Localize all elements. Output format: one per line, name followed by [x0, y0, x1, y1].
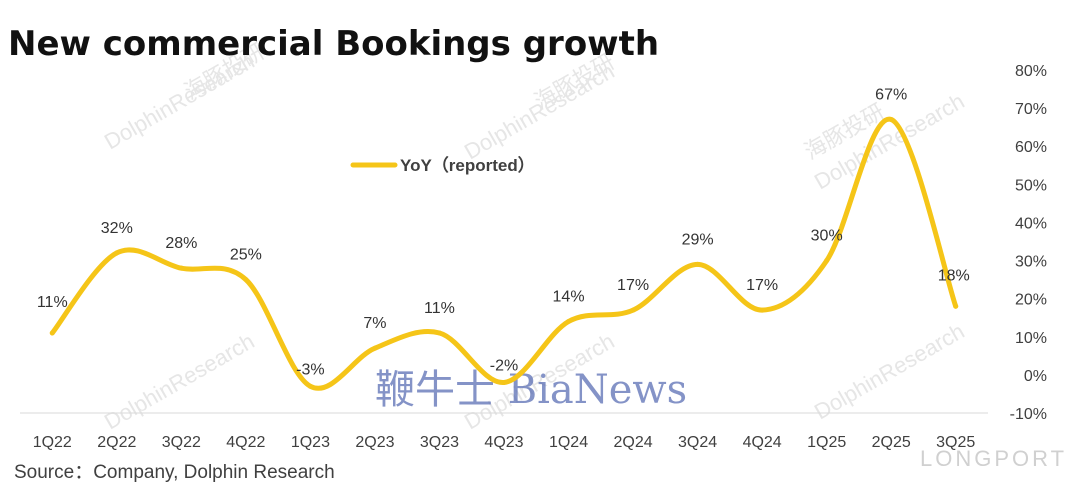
data-label: 17% [746, 277, 778, 294]
data-label: 30% [811, 228, 843, 245]
chart-title: New commercial Bookings growth [8, 24, 659, 64]
x-tick-label: 4Q23 [484, 434, 523, 451]
x-tick-label: 4Q24 [743, 434, 782, 451]
data-label: 29% [682, 231, 714, 248]
x-tick-label: 1Q24 [549, 434, 588, 451]
y-tick-label: 30% [1015, 254, 1047, 271]
legend: YoY（reported） [350, 155, 535, 175]
data-labels: 11% 32% 28% 25% -3% 7% 11% -2% 14% 17% 29% 17% 30% 67… [37, 87, 970, 379]
watermark-corner: LONGPORT [920, 446, 1067, 471]
y-tick-label: 70% [1015, 101, 1047, 118]
series-point [566, 319, 572, 325]
series-point [243, 277, 249, 283]
data-label: 25% [230, 247, 262, 264]
series-point [759, 307, 765, 313]
data-label: 18% [938, 267, 970, 284]
x-tick-label: 3Q25 [936, 434, 975, 451]
series-point [307, 383, 313, 389]
x-tick-label: 2Q24 [613, 434, 652, 451]
data-label: -2% [490, 358, 518, 375]
data-label: 11% [37, 294, 68, 311]
series-point [49, 330, 55, 336]
series-line-yoy [49, 116, 959, 391]
x-tick-label: 3Q24 [678, 434, 717, 451]
watermark-dolphin: DolphinResearch [810, 318, 969, 424]
data-label: 17% [617, 277, 649, 294]
x-tick-label: 2Q23 [355, 434, 394, 451]
data-label: 14% [553, 289, 585, 306]
y-tick-label: 80% [1015, 63, 1047, 80]
y-tick-label: -10% [1010, 406, 1047, 423]
data-label: -3% [296, 361, 324, 378]
y-tick-label: 10% [1015, 330, 1047, 347]
data-label: 32% [101, 220, 133, 237]
y-tick-label: 0% [1024, 368, 1047, 385]
x-tick-label: 2Q25 [872, 434, 911, 451]
x-tick-label: 1Q22 [33, 434, 72, 451]
series-point [501, 380, 507, 386]
watermark-bianews: 鞭牛士 BiaNews [375, 367, 687, 413]
series-point [178, 265, 184, 271]
series-points [49, 117, 959, 389]
legend-label-yoy: YoY（reported） [400, 155, 535, 175]
data-label: 11% [424, 300, 455, 317]
x-axis: 1Q22 2Q22 3Q22 4Q22 1Q23 2Q23 3Q23 4Q23 1Q24 2Q24… [33, 434, 976, 451]
y-tick-label: 60% [1015, 139, 1047, 156]
x-tick-label: 4Q22 [226, 434, 265, 451]
x-tick-label: 3Q23 [420, 434, 459, 451]
series-point [372, 345, 378, 351]
y-tick-label: 40% [1015, 215, 1047, 232]
series-point [630, 307, 636, 313]
x-tick-label: 1Q23 [291, 434, 330, 451]
series-point [114, 250, 120, 256]
series-point [824, 258, 830, 264]
source-note: Source：Company, Dolphin Research [14, 462, 335, 483]
series-point [695, 261, 701, 267]
y-tick-label: 50% [1015, 177, 1047, 194]
x-tick-label: 3Q22 [162, 434, 201, 451]
data-label: 7% [363, 315, 386, 332]
y-axis: 80% 70% 60% 50% 40% 30% 20% 10% 0% -10% [1010, 63, 1047, 423]
x-tick-label: 2Q22 [97, 434, 136, 451]
data-label: 67% [875, 87, 907, 104]
x-tick-label: 1Q25 [807, 434, 846, 451]
series-point [953, 303, 959, 309]
y-tick-label: 20% [1015, 292, 1047, 309]
data-label: 28% [165, 235, 197, 252]
series-point [436, 330, 442, 336]
series-point [888, 117, 894, 123]
watermark-dolphin: DolphinResearch [100, 328, 259, 434]
